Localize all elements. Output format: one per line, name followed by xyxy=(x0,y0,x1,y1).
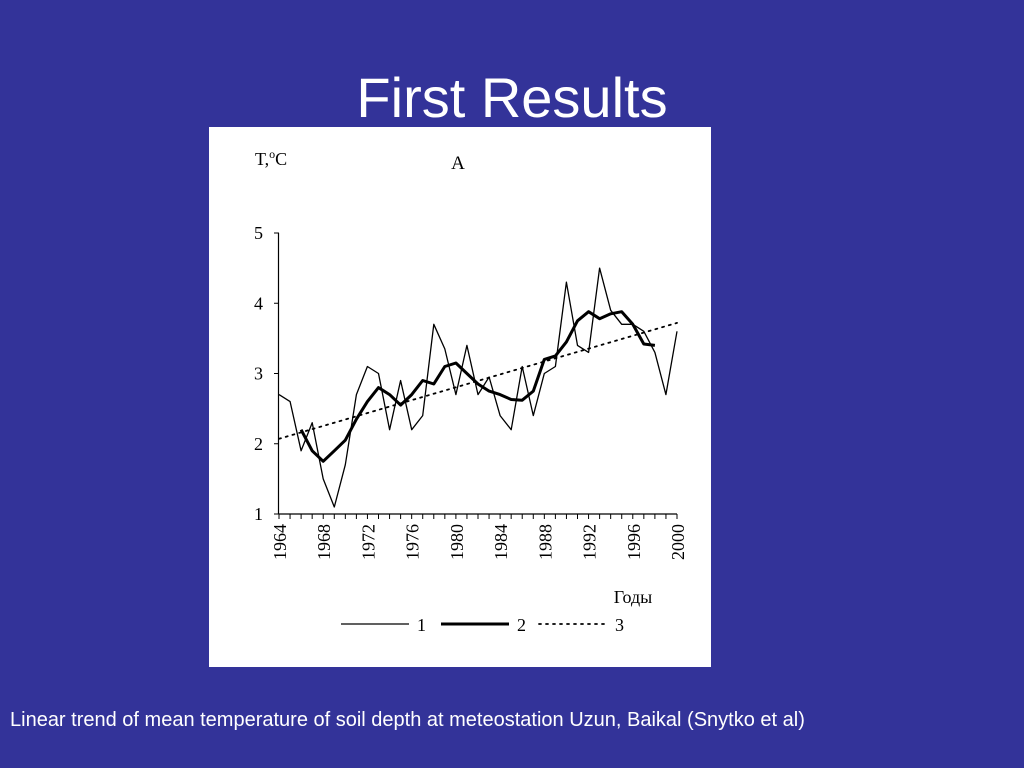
slide-title: First Results xyxy=(356,66,668,129)
legend-label-3: 3 xyxy=(615,615,624,635)
chart-panel: T,oC A Годы 1 2 3 4 5 1964 1968 1972 1976 1980 198… xyxy=(209,127,711,667)
y-axis-label: T,oC xyxy=(255,147,287,169)
series-3-line xyxy=(278,321,678,440)
plot-area xyxy=(278,267,678,508)
y-tick-label: 2 xyxy=(254,434,263,454)
legend: 1 2 3 xyxy=(341,615,624,635)
y-tick-label: 1 xyxy=(254,504,263,524)
legend-label-2: 2 xyxy=(517,615,526,635)
x-tick-label: 2000 xyxy=(668,524,688,560)
x-tick-label: 1964 xyxy=(270,524,290,560)
x-tick-label: 1992 xyxy=(580,524,600,560)
slide-caption: Linear trend of mean temperature of soil… xyxy=(10,709,805,731)
y-tick-label: 4 xyxy=(254,293,263,313)
y-axis-label-unit: C xyxy=(275,149,287,169)
series-1-line xyxy=(278,267,678,508)
x-tick-label: 1984 xyxy=(491,524,511,560)
panel-label: A xyxy=(451,153,465,174)
y-tick-label: 3 xyxy=(254,364,263,384)
x-tick-label: 1976 xyxy=(403,524,423,560)
legend-label-1: 1 xyxy=(417,615,426,635)
axes: 1 2 3 4 5 1964 1968 1972 1976 1980 1984 1988 1992 199… xyxy=(254,223,688,560)
x-tick-label: 1968 xyxy=(314,524,334,560)
x-axis-label: Годы xyxy=(614,587,653,607)
y-axis-label-degree: o xyxy=(269,147,275,161)
line-chart: T,oC A Годы 1 2 3 4 5 1964 1968 1972 1976 1980 198… xyxy=(254,147,688,635)
x-tick-label: 1988 xyxy=(535,524,555,560)
y-tick-label: 5 xyxy=(254,223,263,243)
x-tick-label: 1980 xyxy=(447,524,467,560)
x-tick-label: 1996 xyxy=(624,524,644,560)
x-tick-label: 1972 xyxy=(358,524,378,560)
y-axis-label-base: T, xyxy=(255,149,269,169)
series-2-line xyxy=(299,310,656,463)
